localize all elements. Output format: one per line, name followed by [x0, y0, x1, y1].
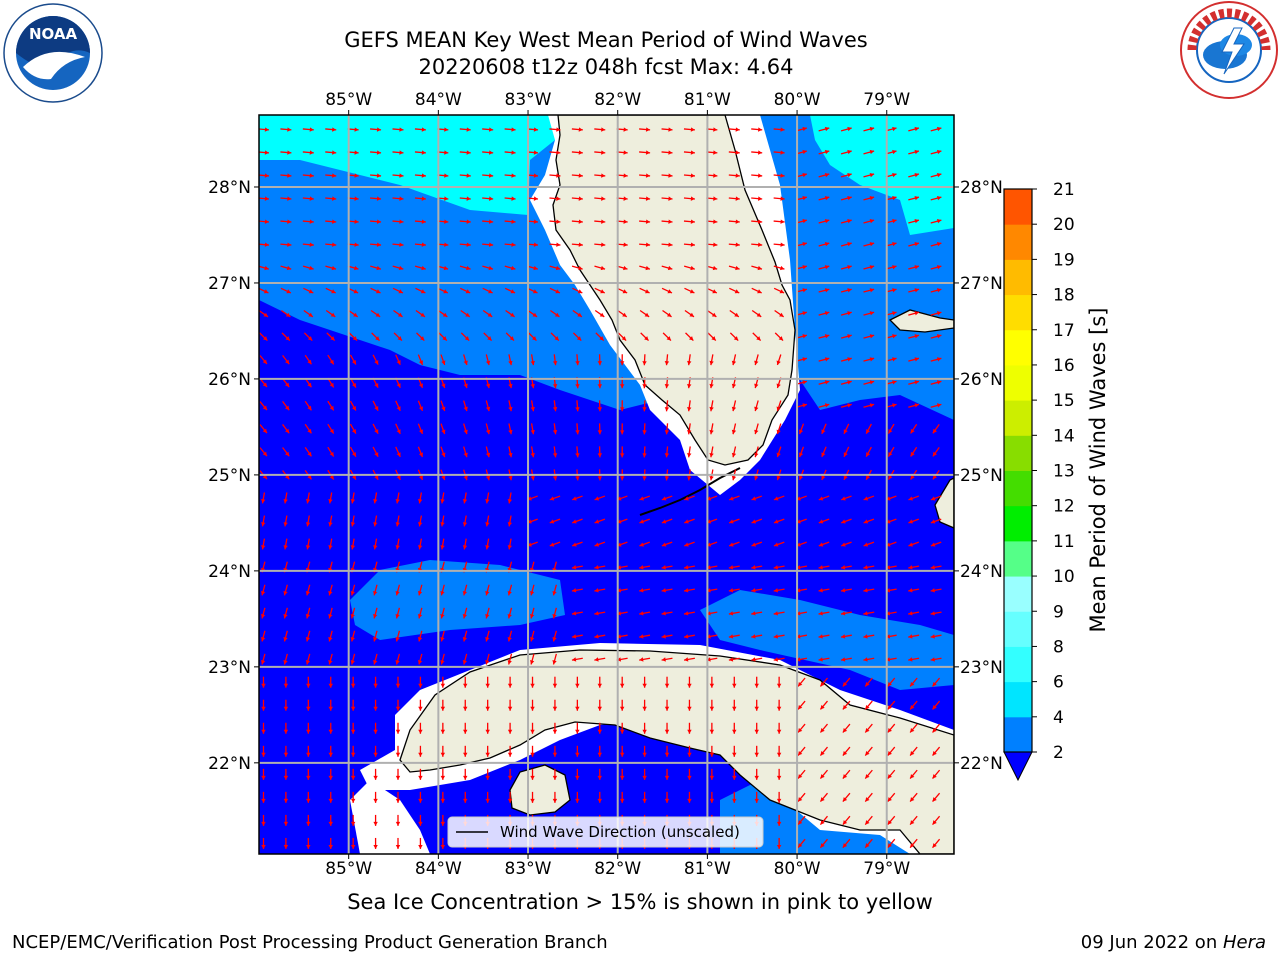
colorbar-tick-label: 8: [1053, 637, 1064, 657]
lat-tick-label-right: 24°N: [960, 562, 1003, 582]
colorbar-tick-label: 19: [1053, 250, 1075, 270]
map-frame: [258, 114, 955, 855]
lat-tick-label-right: 28°N: [960, 178, 1003, 198]
lon-tick-label-bottom: 82°W: [594, 859, 641, 879]
colorbar-tick-label: 13: [1053, 462, 1075, 482]
land-cuba: [399, 649, 954, 854]
colorbar-tick-label: 21: [1053, 180, 1075, 200]
lon-tick-label-top: 83°W: [505, 90, 552, 110]
svg-text:NOAA: NOAA: [29, 25, 78, 43]
colorbar-segment: [1004, 189, 1032, 225]
generation-date-text: 09 Jun 2022 on: [1080, 932, 1223, 953]
nws-logo: [1180, 1, 1278, 99]
ocean-band-6-8: [259, 115, 555, 215]
colorbar-label: Mean Period of Wind Waves [s]: [1086, 308, 1110, 633]
colorbar-segment: [1004, 259, 1032, 296]
colorbar-segment: [1004, 681, 1032, 718]
colorbar-segment: [1004, 470, 1032, 507]
colorbar-segment: [1004, 505, 1032, 542]
colorbar-tick-label: 16: [1053, 356, 1075, 376]
noaa-logo: NOAA: [3, 3, 103, 103]
lat-tick-label-left: 27°N: [208, 274, 251, 294]
lat-tick-label-right: 26°N: [960, 370, 1003, 390]
sea-ice-note: Sea Ice Concentration > 15% is shown in …: [347, 890, 933, 914]
lon-tick-label-top: 81°W: [684, 90, 731, 110]
colorbar-segment: [1004, 716, 1032, 753]
lon-tick-label-top: 79°W: [863, 90, 910, 110]
chart-title: GEFS MEAN Key West Mean Period of Wind W…: [344, 28, 868, 52]
colorbar-tick-label: 18: [1053, 286, 1075, 306]
lat-tick-label-right: 22°N: [960, 754, 1003, 774]
colorbar-tick-label: 17: [1053, 321, 1075, 341]
colorbar-tick-label: 12: [1053, 497, 1075, 517]
colorbar-tick-label: 10: [1053, 567, 1075, 587]
generation-host: Hera: [1222, 932, 1266, 953]
land-florida: [552, 115, 796, 466]
lon-tick-label-bottom: 85°W: [325, 859, 372, 879]
wind-wave-arrows: [259, 126, 942, 849]
colorbar-tick-label: 11: [1053, 532, 1075, 552]
lon-tick-label-bottom: 79°W: [863, 859, 910, 879]
colorbar-segment: [1004, 224, 1032, 260]
colorbar-tick-label: 15: [1053, 391, 1075, 411]
lat-tick-label-right: 25°N: [960, 466, 1003, 486]
lon-tick-label-bottom: 84°W: [415, 859, 462, 879]
colorbar-segment: [1004, 400, 1032, 436]
lat-tick-label-left: 23°N: [208, 658, 251, 678]
colorbar-segment: [1004, 329, 1032, 366]
colorbar-segment: [1004, 540, 1032, 577]
lat-tick-label-right: 27°N: [960, 274, 1003, 294]
colorbar: 2 4 6 8 9 10 11 12 13 14 15 16 17 18 19 20 21: [1003, 180, 1075, 782]
colorbar-tick-label: 4: [1053, 708, 1064, 728]
arrow-legend: Wind Wave Direction (unscaled): [447, 816, 764, 848]
colorbar-tick-label: 9: [1053, 602, 1064, 622]
colorbar-tick-label: 2: [1053, 743, 1064, 763]
lon-tick-label-top: 85°W: [325, 90, 372, 110]
lat-tick-label-left: 26°N: [208, 370, 251, 390]
arrow-legend-label: Wind Wave Direction (unscaled): [500, 823, 740, 841]
ocean-band-6-8: [810, 115, 954, 235]
generation-date: 09 Jun 2022 on Hera: [1081, 932, 1266, 953]
lon-tick-label-top: 80°W: [774, 90, 821, 110]
lat-tick-label-left: 24°N: [208, 562, 251, 582]
colorbar-segment: [1004, 435, 1032, 471]
lon-tick-label-bottom: 80°W: [774, 859, 821, 879]
producer-credit: NCEP/EMC/Verification Post Processing Pr…: [12, 932, 608, 953]
ocean-band-4-6: [350, 560, 565, 640]
lon-tick-label-top: 84°W: [415, 90, 462, 110]
lon-tick-label-bottom: 83°W: [505, 859, 552, 879]
colorbar-segment: [1004, 576, 1032, 612]
ocean-band-4-6: [700, 590, 954, 690]
colorbar-segment: [1004, 646, 1032, 683]
lat-tick-label-right: 23°N: [960, 658, 1003, 678]
lat-tick-label-left: 28°N: [208, 178, 251, 198]
colorbar-segment: [1004, 364, 1032, 401]
colorbar-segment: [1004, 611, 1032, 647]
chart-subtitle: 20220608 t12z 048h fcst Max: 4.64: [418, 55, 794, 79]
land-isla-juventud: [509, 764, 571, 816]
lon-tick-label-bottom: 81°W: [684, 859, 731, 879]
colorbar-tick-label: 20: [1053, 215, 1075, 235]
lon-tick-label-top: 82°W: [594, 90, 641, 110]
colorbar-tick-label: 6: [1053, 673, 1064, 693]
lat-tick-label-left: 22°N: [208, 754, 251, 774]
colorbar-extend-arrow: [1003, 751, 1033, 782]
lat-tick-label-left: 25°N: [208, 466, 251, 486]
colorbar-tick-label: 14: [1053, 426, 1075, 446]
colorbar-segment: [1004, 294, 1032, 331]
graticule: [259, 115, 954, 854]
